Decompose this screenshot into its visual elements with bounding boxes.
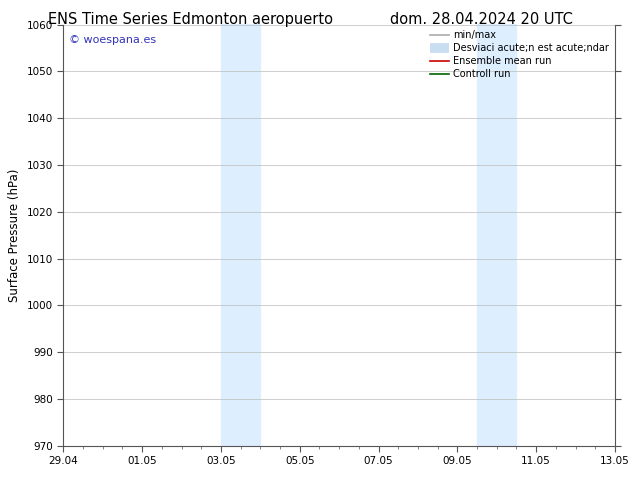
Text: © woespana.es: © woespana.es — [69, 35, 156, 45]
Bar — [477, 24, 517, 446]
Y-axis label: Surface Pressure (hPa): Surface Pressure (hPa) — [8, 169, 21, 302]
Legend: min/max, Desviaci acute;n est acute;ndar, Ensemble mean run, Controll run: min/max, Desviaci acute;n est acute;ndar… — [426, 26, 613, 83]
Bar — [221, 24, 261, 446]
Text: dom. 28.04.2024 20 UTC: dom. 28.04.2024 20 UTC — [391, 12, 573, 27]
Text: ENS Time Series Edmonton aeropuerto: ENS Time Series Edmonton aeropuerto — [48, 12, 333, 27]
